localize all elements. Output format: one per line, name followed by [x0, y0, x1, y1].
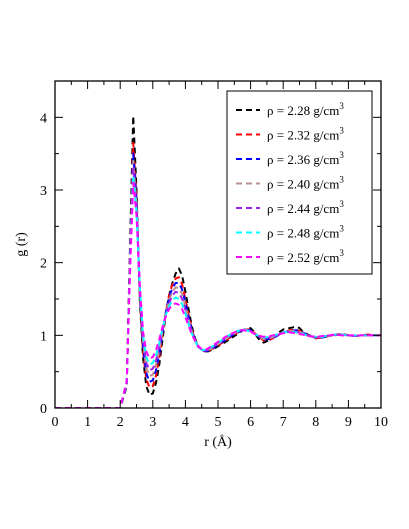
y-tick-label: 1 [40, 329, 47, 344]
legend-label-text: ρ = 2.36 g/cm [267, 152, 339, 167]
x-tick-label: 10 [374, 415, 388, 430]
x-tick-label: 6 [247, 415, 254, 430]
y-tick-label: 0 [40, 402, 47, 417]
legend-label-4: ρ = 2.40 g/cm3 [267, 175, 344, 192]
x-tick-label: 3 [149, 415, 156, 430]
legend-label-text: ρ = 2.48 g/cm [267, 226, 339, 241]
legend-label-superscript: 3 [339, 224, 344, 234]
legend-label-superscript: 3 [339, 248, 344, 258]
legend-label-text: ρ = 2.28 g/cm [267, 103, 339, 118]
x-tick-label: 7 [280, 415, 287, 430]
legend-label-text: ρ = 2.44 g/cm [267, 201, 339, 216]
legend-label-superscript: 3 [339, 101, 344, 111]
series-layer [55, 114, 381, 408]
legend-label-5: ρ = 2.44 g/cm3 [267, 199, 344, 216]
legend-label-7: ρ = 2.52 g/cm3 [267, 248, 344, 265]
legend-label-text: ρ = 2.52 g/cm [267, 250, 339, 265]
x-tick-label: 0 [52, 415, 59, 430]
legend-label-superscript: 3 [339, 199, 344, 209]
x-tick-label: 8 [312, 415, 319, 430]
x-tick-label: 5 [215, 415, 222, 430]
legend-label-3: ρ = 2.36 g/cm3 [267, 150, 344, 167]
legend-label-2: ρ = 2.32 g/cm3 [267, 126, 344, 143]
legend-label-6: ρ = 2.48 g/cm3 [267, 224, 344, 241]
y-axis-label: g (r) [14, 232, 29, 257]
x-axis-label: r (Å) [204, 434, 232, 450]
legend-label-text: ρ = 2.32 g/cm [267, 128, 339, 143]
x-tick-label: 2 [117, 415, 124, 430]
y-tick-label: 2 [40, 257, 47, 272]
x-tick-label: 1 [84, 415, 91, 430]
legend-label-text: ρ = 2.40 g/cm [267, 177, 339, 192]
series-line-7 [55, 181, 381, 408]
legend-label-1: ρ = 2.28 g/cm3 [267, 101, 344, 118]
x-tick-label: 9 [345, 415, 352, 430]
legend-label-superscript: 3 [339, 175, 344, 185]
legend-label-superscript: 3 [339, 126, 344, 136]
x-tick-label: 4 [182, 415, 189, 430]
ticks-layer: 0 1 2 3 4 5 6 7 8 9 10 0 1 2 3 4 [40, 81, 388, 430]
legend-label-superscript: 3 [339, 150, 344, 160]
y-tick-label: 4 [40, 111, 47, 126]
y-tick-label: 3 [40, 184, 47, 199]
